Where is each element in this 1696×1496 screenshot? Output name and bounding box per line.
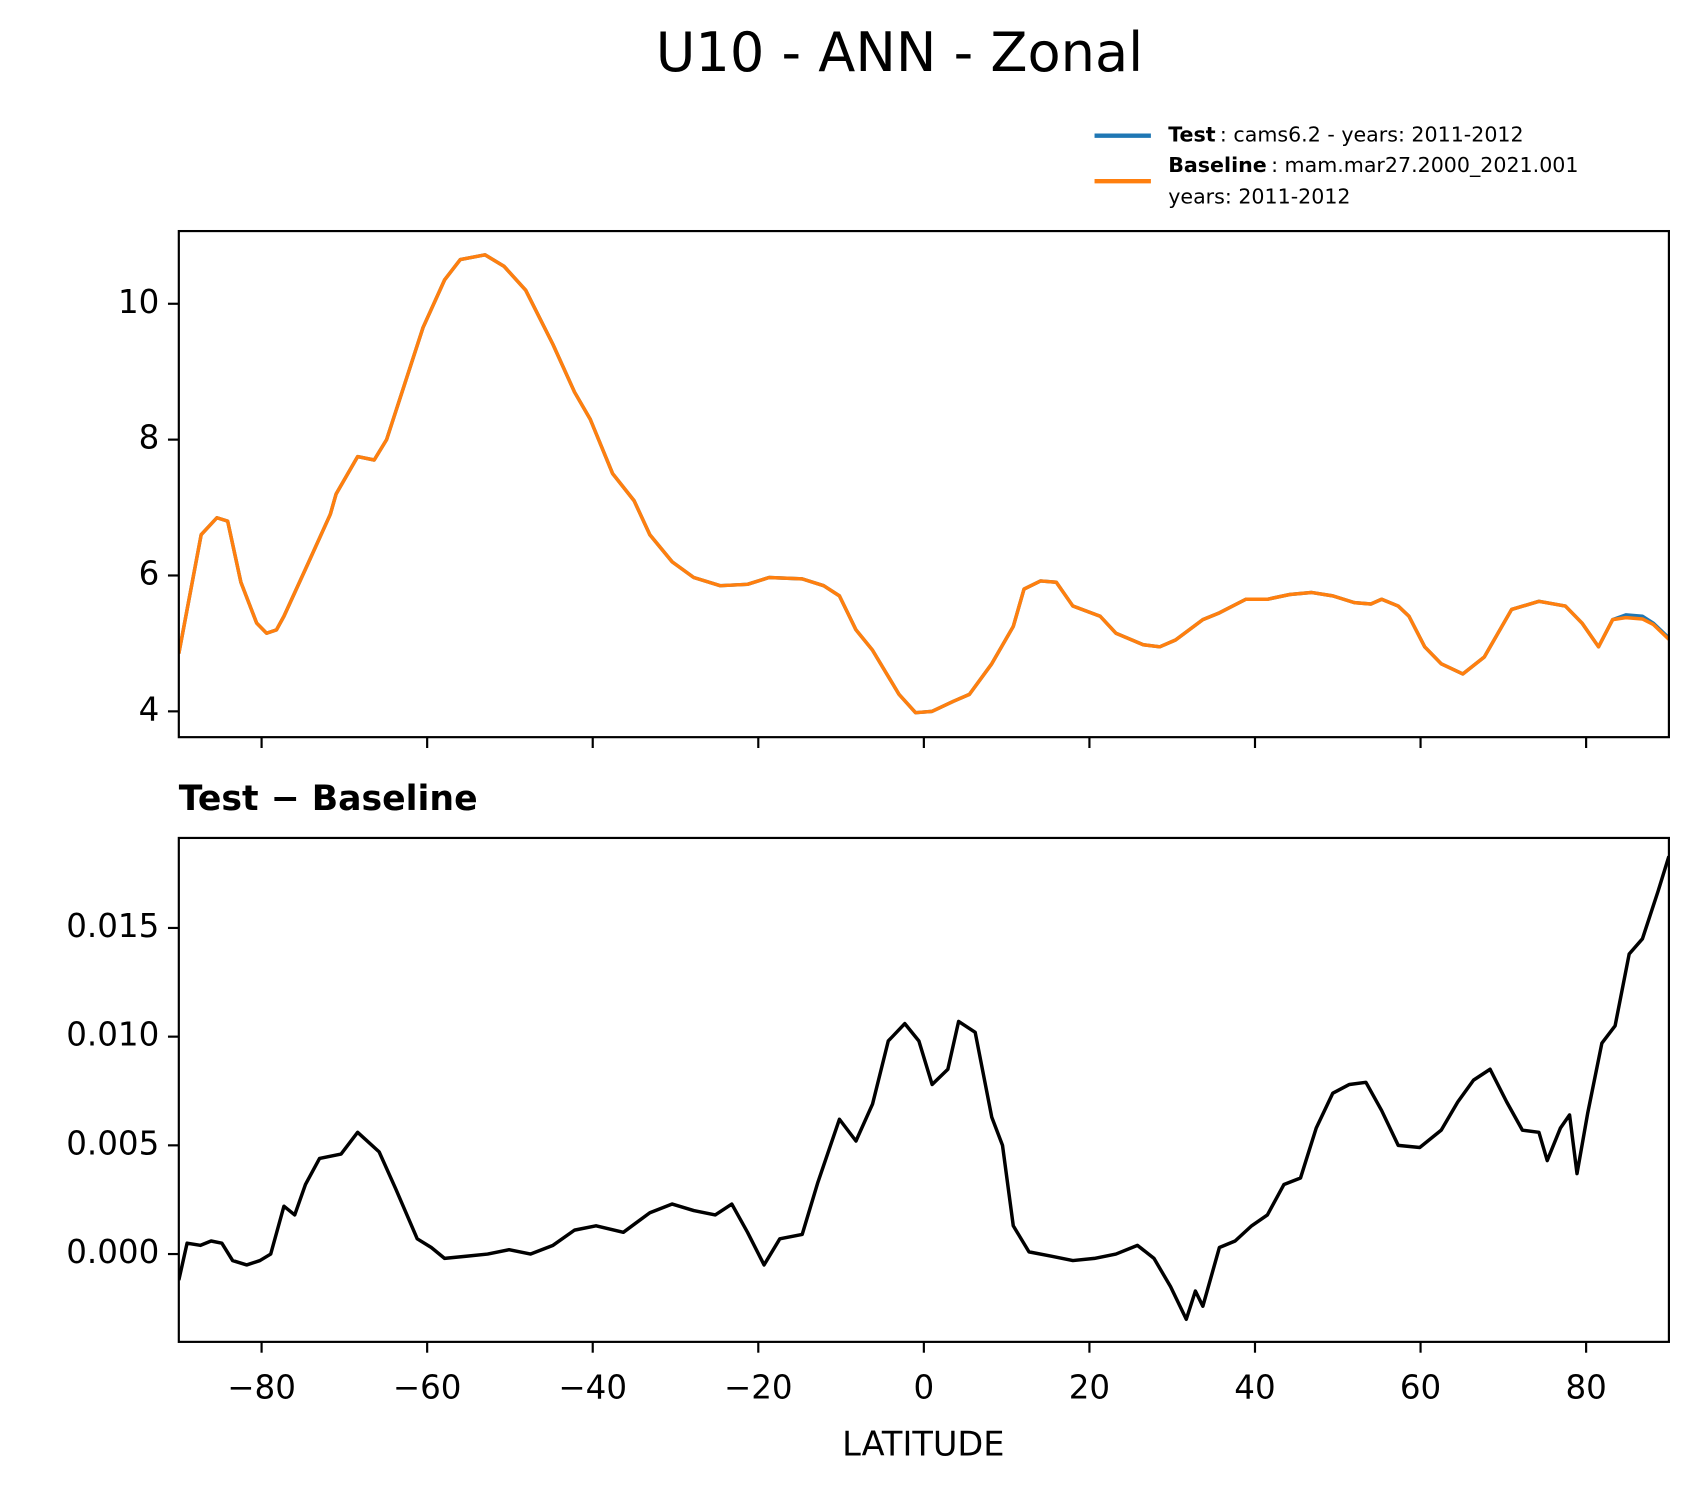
x-tick-label: −60 bbox=[393, 1369, 462, 1407]
line-series bbox=[178, 855, 1669, 1321]
axes-frame bbox=[177, 836, 1670, 1343]
x-axis-label: LATITUDE bbox=[842, 1424, 1004, 1463]
x-tick-label: 40 bbox=[1234, 1369, 1275, 1407]
legend-description: : mam.mar27.2000_2021.001 bbox=[1271, 153, 1578, 178]
y-tick-label: 0.015 bbox=[66, 907, 159, 945]
subplot-title: Test − Baseline bbox=[179, 779, 478, 819]
x-tick-label: 0 bbox=[914, 1369, 935, 1407]
y-tick-label: 6 bbox=[139, 554, 160, 592]
legend-name: Baseline bbox=[1168, 153, 1267, 177]
axes-frame bbox=[177, 229, 1670, 739]
x-tick-label: 20 bbox=[1069, 1369, 1110, 1407]
legend-label: Test: cams6.2 - years: 2011-2012 bbox=[1168, 123, 1523, 147]
legend-description: years: 2011-2012 bbox=[1168, 184, 1350, 208]
y-tick-label: 10 bbox=[118, 283, 159, 321]
legend-description: : cams6.2 - years: 2011-2012 bbox=[1220, 123, 1524, 147]
y-tick-label: 0.000 bbox=[66, 1233, 159, 1271]
y-tick-label: 8 bbox=[139, 419, 160, 457]
legend-name: Test bbox=[1168, 123, 1216, 147]
figure-title: U10 - ANN - Zonal bbox=[656, 21, 1144, 84]
y-tick-label: 0.010 bbox=[66, 1016, 159, 1054]
x-tick-label: −20 bbox=[724, 1369, 793, 1407]
x-tick-label: 80 bbox=[1565, 1369, 1606, 1407]
y-tick-label: 0.005 bbox=[66, 1124, 159, 1162]
y-tick-label: 4 bbox=[139, 690, 160, 728]
x-tick-label: −80 bbox=[227, 1369, 296, 1407]
line-series bbox=[178, 253, 1669, 715]
x-tick-label: −40 bbox=[558, 1369, 627, 1407]
legend-label: Baseline: mam.mar27.2000_2021.001 bbox=[1168, 153, 1578, 178]
line-series bbox=[178, 253, 1669, 715]
x-tick-label: 60 bbox=[1400, 1369, 1441, 1407]
